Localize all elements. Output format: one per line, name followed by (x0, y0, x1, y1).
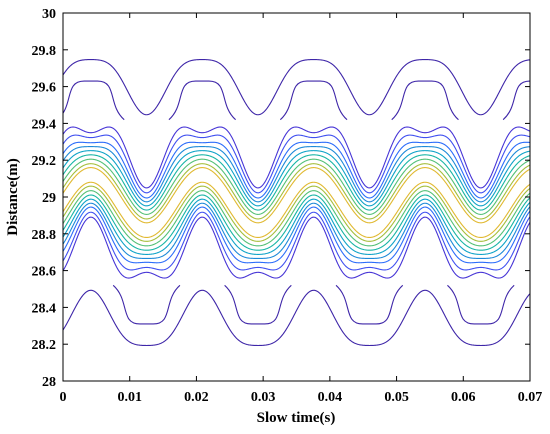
x-tick-label: 0.06 (451, 390, 476, 405)
y-tick-label: 28.8 (32, 228, 57, 243)
contour-level-3-lower (63, 211, 530, 271)
contour-level-2-lower (63, 216, 530, 279)
contour-level-7-lower (63, 194, 530, 251)
contour-level-4-lower (63, 206, 530, 264)
contour-level-1-lobe (279, 80, 348, 121)
contour-level-1-lobe (168, 80, 236, 121)
contour-level-1-lobe (447, 284, 515, 325)
x-tick-label: 0.07 (518, 390, 543, 405)
plot-area (63, 59, 530, 347)
contour-level-6-upper (63, 150, 530, 207)
contour-level-1-lobe (112, 284, 181, 325)
contour-level-1-upper (63, 59, 530, 116)
y-tick-label: 29 (42, 191, 56, 206)
x-tick-label: 0.03 (251, 390, 276, 405)
contour-level-9-upper (63, 163, 530, 220)
plot-frame (62, 12, 531, 382)
y-tick-label: 30 (42, 7, 56, 22)
contour-level-8-lower (63, 190, 530, 247)
y-tick-label: 29.6 (32, 81, 57, 96)
y-axis-label: Distance(m) (5, 158, 21, 235)
contour-level-10-upper (63, 167, 530, 224)
contour-level-5-lower (63, 202, 530, 259)
x-tick-label: 0.02 (184, 390, 209, 405)
contour-level-1-lobe (224, 284, 292, 325)
contour-level-4-upper (63, 141, 530, 199)
x-tick-label: 0.01 (117, 390, 142, 405)
x-tick-label: 0.05 (384, 390, 409, 405)
contour-level-8-upper (63, 158, 530, 215)
y-tick-label: 29.8 (32, 44, 57, 59)
x-axis: 0 0.01 0.02 0.03 0.04 0.05 0.06 0.07 (60, 13, 543, 405)
contour-level-1-lobe (335, 284, 404, 325)
x-tick-label: 0 (60, 390, 67, 405)
y-tick-label: 28 (42, 375, 56, 390)
contour-level-2-upper (63, 126, 530, 189)
contour-level-1-lobe (502, 80, 530, 121)
x-tick-label: 0.04 (318, 390, 343, 405)
contour-level-10-lower (63, 181, 530, 238)
contour-level-7-upper (63, 154, 530, 211)
contour-level-5-upper (63, 146, 530, 203)
y-tick-label: 29.2 (32, 154, 57, 169)
contour-level-1-lobe (63, 80, 125, 121)
contour-level-6-lower (63, 198, 530, 255)
y-tick-label: 28.6 (32, 265, 57, 280)
contour-level-9-lower (63, 185, 530, 242)
contour-level-1-lobe (391, 80, 459, 121)
y-tick-label: 29.4 (32, 117, 57, 132)
y-axis: 28 28.2 28.4 28.6 28.8 29 29.2 29.4 29.6 29.8 30 (32, 7, 530, 390)
x-axis-label: Slow time(s) (257, 410, 336, 426)
y-tick-label: 28.4 (32, 301, 57, 316)
contour-level-3-upper (63, 134, 530, 194)
y-tick-label: 28.2 (32, 338, 57, 353)
contour-level-1-lower (63, 289, 530, 347)
